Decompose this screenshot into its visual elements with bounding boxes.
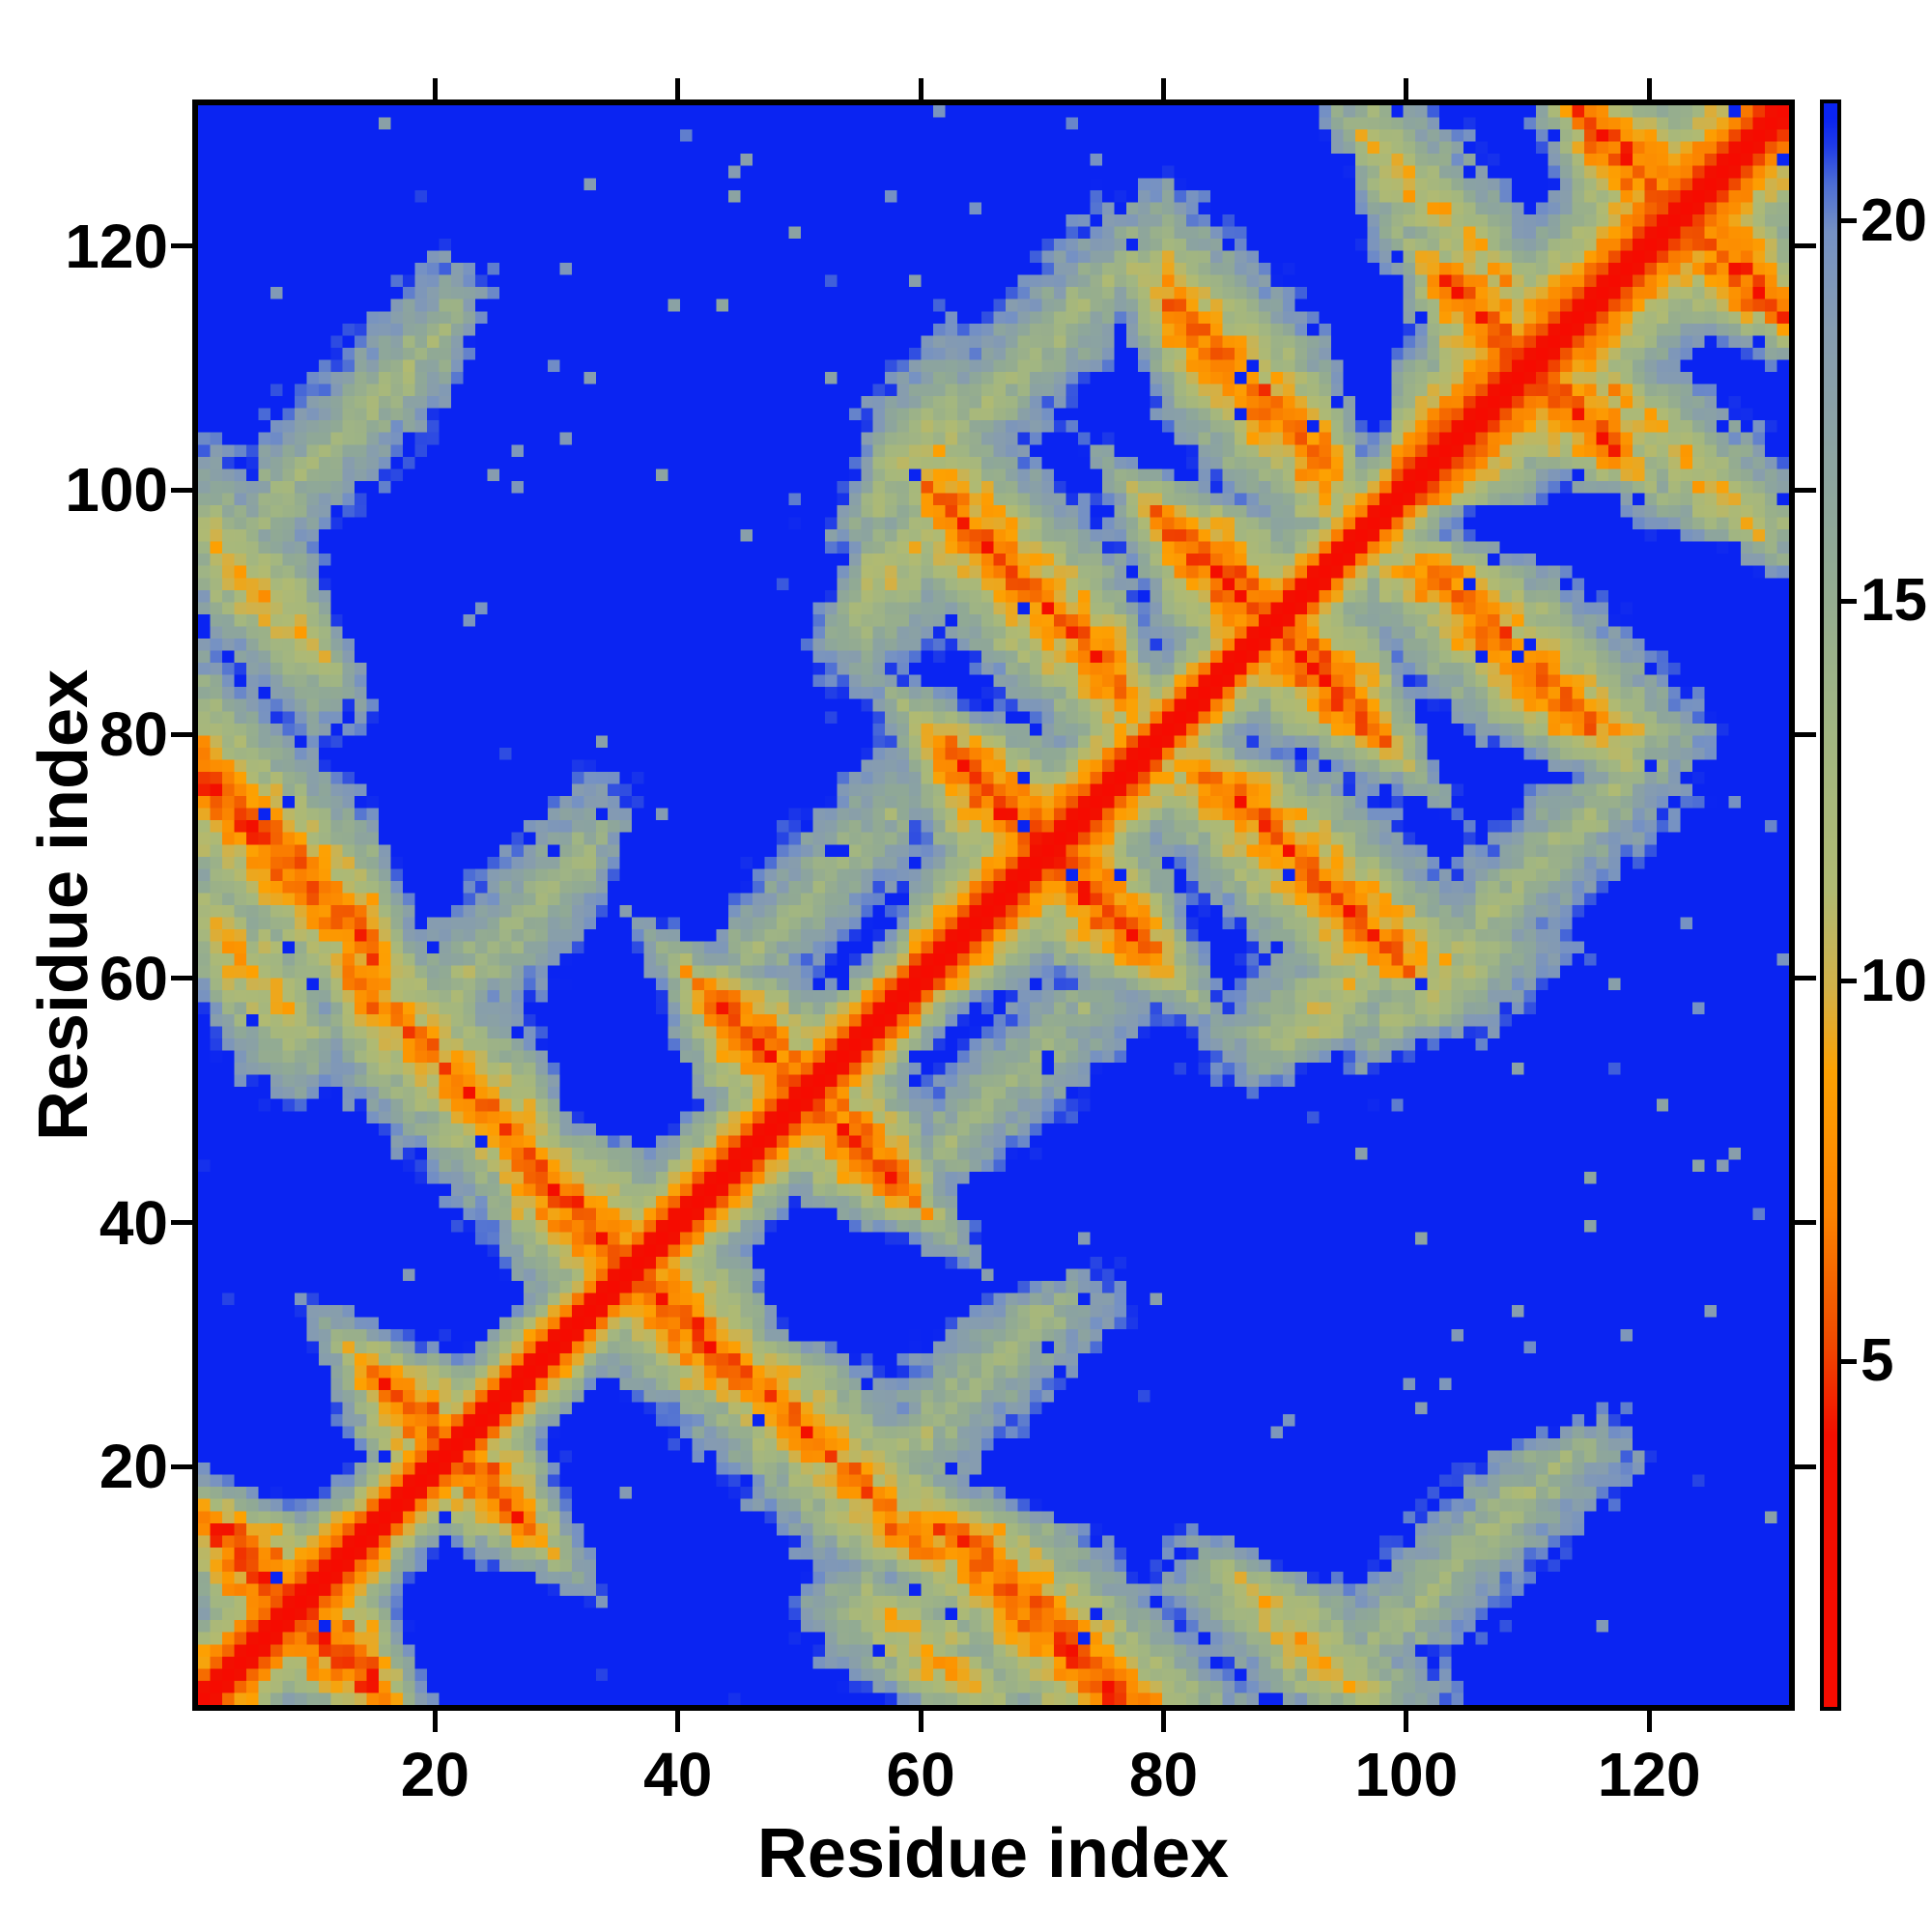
colorbar-gradient [1824, 103, 1837, 1707]
x-tick-bottom [675, 1711, 681, 1732]
colorbar-tick [1841, 218, 1857, 224]
y-tick-right [1795, 487, 1816, 493]
colorbar-tick [1841, 1358, 1857, 1364]
y-tick-left [171, 487, 192, 493]
x-tick-label: 100 [1354, 1740, 1459, 1809]
y-tick-label: 80 [99, 699, 168, 770]
colorbar-tick [1841, 979, 1857, 984]
colorbar-tick-label: 5 [1861, 1327, 1894, 1395]
x-tick-top [432, 78, 438, 99]
heatmap-plot-area [192, 99, 1795, 1711]
x-tick-label: 80 [1128, 1740, 1199, 1809]
y-tick-right [1795, 731, 1816, 737]
colorbar-tick-label: 15 [1861, 567, 1927, 635]
x-tick-top [675, 78, 681, 99]
y-tick-label: 100 [65, 455, 168, 526]
x-tick-bottom [918, 1711, 923, 1732]
x-tick-top [1404, 78, 1409, 99]
y-tick-left [171, 976, 192, 981]
y-tick-label: 40 [99, 1187, 168, 1258]
x-tick-top [918, 78, 923, 99]
x-tick-label: 20 [400, 1740, 469, 1809]
y-tick-right [1795, 1463, 1816, 1469]
y-tick-left [171, 1220, 192, 1226]
x-tick-top [1160, 78, 1166, 99]
y-tick-left [171, 1463, 192, 1469]
x-axis-title: Residue index [756, 1815, 1230, 1892]
y-tick-label: 60 [99, 943, 168, 1013]
colorbar-tick-label: 10 [1861, 947, 1927, 1014]
y-tick-label: 20 [99, 1432, 168, 1502]
x-tick-bottom [432, 1711, 438, 1732]
x-tick-label: 120 [1597, 1740, 1701, 1809]
y-tick-left [171, 731, 192, 737]
x-tick-bottom [1404, 1711, 1409, 1732]
heatmap-canvas [198, 105, 1789, 1705]
x-tick-bottom [1646, 1711, 1652, 1732]
x-tick-label: 60 [886, 1740, 955, 1809]
colorbar [1820, 99, 1841, 1711]
y-tick-left [171, 243, 192, 249]
colorbar-tick [1841, 598, 1857, 604]
y-tick-right [1795, 976, 1816, 981]
y-tick-right [1795, 243, 1816, 249]
x-tick-top [1646, 78, 1652, 99]
colorbar-tick-label: 20 [1861, 186, 1927, 254]
y-tick-label: 120 [65, 211, 168, 281]
x-tick-bottom [1160, 1711, 1166, 1732]
x-tick-label: 40 [643, 1740, 713, 1809]
y-tick-right [1795, 1220, 1816, 1226]
